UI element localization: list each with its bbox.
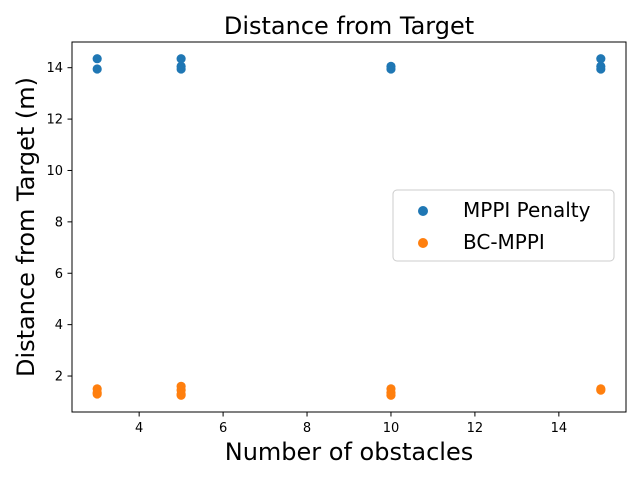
data-point-mppi-penalty-6 <box>386 64 396 74</box>
x-tick-label: 10 <box>383 421 400 436</box>
chart-title: Distance from Target <box>224 12 474 40</box>
data-point-mppi-penalty-4 <box>176 64 186 74</box>
legend-label-bc-mppi: BC-MPPI <box>463 230 545 254</box>
x-axis-ticks: 4 6 8 10 12 14 <box>135 412 567 436</box>
legend-marker-bc-mppi <box>418 238 428 248</box>
y-tick-label: 8 <box>55 215 63 230</box>
legend-label-mppi-penalty: MPPI Penalty <box>463 198 591 222</box>
x-tick-label: 12 <box>467 421 484 436</box>
y-tick-label: 10 <box>46 164 63 179</box>
y-tick-label: 2 <box>55 370 63 385</box>
data-point-bc-mppi-9 <box>386 390 396 400</box>
data-point-bc-mppi-11 <box>596 385 606 395</box>
data-point-mppi-penalty-9 <box>596 64 606 74</box>
y-tick-label: 6 <box>55 267 63 282</box>
y-axis-title: Distance from Target (m) <box>12 77 40 377</box>
plot-area-frame <box>71 41 627 413</box>
y-axis-ticks: 2 4 6 8 10 12 14 <box>46 61 72 385</box>
data-point-mppi-penalty-0 <box>92 54 102 64</box>
x-tick-label: 8 <box>303 421 311 436</box>
data-point-bc-mppi-6 <box>176 390 186 400</box>
data-points <box>92 54 606 400</box>
x-axis-title: Number of obstacles <box>225 438 473 466</box>
y-tick-label: 4 <box>55 318 63 333</box>
y-tick-label: 14 <box>46 61 63 76</box>
legend-marker-mppi-penalty <box>418 206 428 216</box>
x-tick-label: 4 <box>135 421 143 436</box>
data-point-mppi-penalty-1 <box>92 64 102 74</box>
legend: MPPI Penalty BC-MPPI <box>392 189 615 262</box>
data-point-mppi-penalty-7 <box>596 54 606 64</box>
y-tick-label: 12 <box>46 113 63 128</box>
legend-frame <box>392 189 615 262</box>
data-point-mppi-penalty-2 <box>176 54 186 64</box>
data-point-bc-mppi-2 <box>92 389 102 399</box>
x-tick-label: 14 <box>551 421 568 436</box>
x-tick-label: 6 <box>219 421 227 436</box>
